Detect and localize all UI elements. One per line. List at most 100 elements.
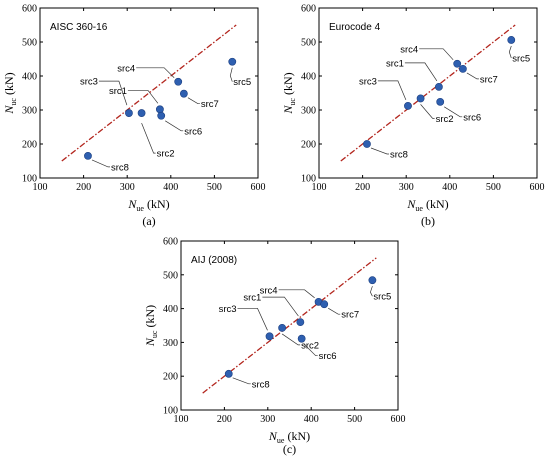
data-point bbox=[179, 89, 188, 98]
point-label: src3 bbox=[219, 304, 237, 315]
data-point bbox=[278, 323, 287, 332]
point-label: src7 bbox=[480, 74, 498, 85]
y-tick-label: 300 bbox=[22, 106, 37, 117]
y-tick-label: 200 bbox=[163, 372, 178, 383]
y-axis-label: Nuc (kN) bbox=[281, 72, 297, 114]
x-tick-label: 100 bbox=[33, 182, 48, 193]
callout-line bbox=[377, 80, 407, 101]
y-axis-label: Nuc (kN) bbox=[2, 72, 18, 114]
callout-line bbox=[127, 89, 159, 104]
x-tick-label: 400 bbox=[163, 182, 178, 193]
y-tick-label: 500 bbox=[22, 38, 37, 49]
x-tick-label: 400 bbox=[442, 182, 457, 193]
x-tick-label: 100 bbox=[174, 414, 189, 425]
y-tick-label: 500 bbox=[301, 38, 316, 49]
x-tick-label: 200 bbox=[76, 182, 91, 193]
data-point bbox=[434, 82, 443, 91]
point-label: src6 bbox=[463, 112, 481, 123]
scatter-panel-3: 100 200 300 400 500 600 100 200 300 400 500 600 Nue … bbox=[143, 237, 406, 457]
data-point bbox=[297, 334, 306, 343]
x-tick-label: 600 bbox=[251, 182, 266, 193]
point-label: src5 bbox=[512, 53, 530, 64]
y-axis-label: Nuc (kN) bbox=[143, 305, 159, 347]
x-axis-label: Nue (kN) bbox=[127, 197, 169, 213]
panel-label: (b) bbox=[421, 214, 435, 228]
y-tick-label: 300 bbox=[301, 106, 316, 117]
plot-frame bbox=[180, 240, 399, 411]
x-axis-label: Nue (kN) bbox=[406, 197, 448, 213]
point-label: src8 bbox=[390, 150, 408, 161]
y-tick-label: 600 bbox=[163, 237, 178, 248]
point-label: src8 bbox=[111, 162, 129, 173]
scatter-panel-2: 100 200 300 400 500 600 100 200 300 400 500 600 Nue … bbox=[281, 4, 545, 229]
data-point bbox=[125, 109, 133, 117]
point-label: src8 bbox=[252, 379, 270, 390]
data-point bbox=[416, 94, 425, 103]
point-label: src2 bbox=[436, 114, 454, 125]
panel-label: (a) bbox=[142, 214, 155, 228]
y-tick-label: 400 bbox=[163, 304, 178, 315]
x-axis-label: Nue (kN) bbox=[268, 429, 310, 445]
plot-frame bbox=[39, 7, 259, 179]
y-tick-label: 200 bbox=[301, 140, 316, 151]
y-tick-label: 500 bbox=[163, 270, 178, 281]
point-label: src3 bbox=[359, 76, 377, 87]
callout-line bbox=[187, 97, 200, 105]
code-label: AISC 360-16 bbox=[50, 22, 108, 33]
point-label: src2 bbox=[157, 149, 175, 160]
data-point bbox=[436, 97, 445, 106]
callout-line bbox=[141, 122, 156, 154]
callout-line bbox=[420, 104, 435, 119]
y-tick-label: 400 bbox=[301, 72, 316, 83]
point-label: src7 bbox=[201, 99, 219, 110]
code-label: AIJ (2008) bbox=[191, 255, 237, 266]
reference-line bbox=[340, 24, 516, 162]
data-point bbox=[265, 332, 274, 341]
y-tick-label: 600 bbox=[22, 4, 37, 15]
data-point bbox=[453, 59, 462, 68]
callout-line bbox=[281, 333, 301, 346]
callout-line bbox=[232, 377, 251, 385]
callout-line bbox=[370, 286, 373, 297]
data-point bbox=[84, 151, 92, 160]
data-point bbox=[507, 36, 516, 44]
point-label: src5 bbox=[233, 77, 251, 88]
x-tick-label: 200 bbox=[217, 414, 232, 425]
data-point bbox=[157, 111, 166, 120]
point-label: src6 bbox=[184, 126, 202, 137]
point-label: src7 bbox=[341, 310, 359, 321]
y-tick-label: 100 bbox=[163, 406, 178, 417]
point-label: src1 bbox=[243, 293, 261, 304]
point-label: src4 bbox=[400, 44, 418, 55]
y-tick-label: 300 bbox=[163, 338, 178, 349]
x-tick-label: 100 bbox=[312, 182, 327, 193]
callout-line bbox=[237, 307, 268, 331]
callout-line bbox=[508, 45, 512, 59]
point-label: src4 bbox=[260, 285, 278, 296]
callout-line bbox=[278, 289, 315, 299]
data-point bbox=[137, 109, 146, 117]
data-point bbox=[224, 369, 233, 378]
scatter-panel-1: 100 200 300 400 500 600 100 200 300 400 500 600 Nue … bbox=[2, 4, 266, 229]
point-label: src6 bbox=[319, 351, 337, 362]
callout-line bbox=[91, 159, 110, 168]
data-point bbox=[155, 105, 164, 114]
point-label: src3 bbox=[80, 77, 98, 88]
data-point bbox=[228, 57, 237, 66]
callout-line bbox=[444, 106, 463, 118]
point-label: src4 bbox=[117, 63, 135, 74]
reference-line bbox=[61, 24, 237, 162]
y-tick-label: 100 bbox=[301, 174, 316, 185]
callout-line bbox=[370, 147, 389, 155]
y-tick-label: 600 bbox=[301, 4, 316, 15]
callout-line bbox=[262, 296, 299, 317]
point-label: src2 bbox=[301, 340, 319, 351]
x-tick-label: 500 bbox=[347, 414, 362, 425]
callout-line bbox=[419, 48, 454, 61]
y-tick-label: 100 bbox=[22, 174, 37, 185]
data-point bbox=[458, 64, 467, 73]
callout-line bbox=[466, 72, 479, 80]
reference-line bbox=[202, 257, 377, 394]
callout-line bbox=[328, 307, 341, 315]
